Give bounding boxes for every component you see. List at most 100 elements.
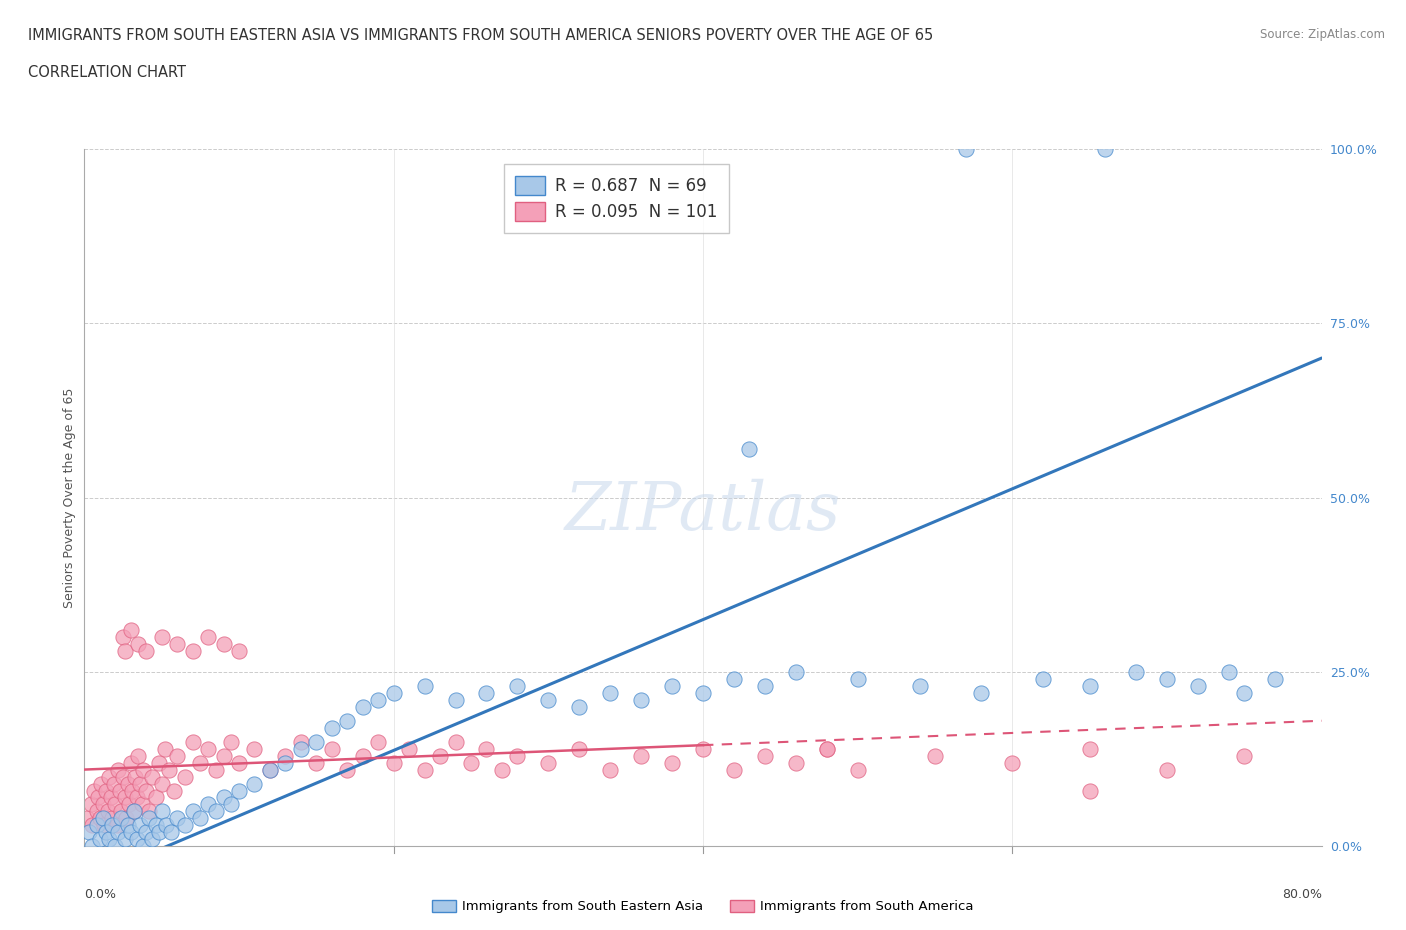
Point (101, 811, 124, 826)
Point (122, 804, 145, 819)
Point (815, 741, 838, 756)
Point (128, 748, 150, 763)
Point (114, 832, 136, 847)
Point (159, 763, 181, 777)
Text: IMMIGRANTS FROM SOUTH EASTERN ASIA VS IMMIGRANTS FROM SOUTH AMERICA SENIORS POVE: IMMIGRANTS FROM SOUTH EASTERN ASIA VS IM… (28, 28, 934, 43)
Point (274, 748, 297, 763)
Point (93, 818, 115, 833)
Point (132, 839, 155, 854)
Point (76, 811, 98, 826)
Point (785, 665, 807, 680)
Point (1094, 141, 1116, 156)
Point (138, 804, 160, 819)
Point (506, 679, 529, 694)
Point (86, 804, 108, 819)
Point (413, 679, 436, 694)
Point (110, 811, 132, 826)
Point (86, 818, 108, 833)
Point (367, 692, 389, 708)
Point (537, 755, 560, 770)
Point (352, 699, 374, 714)
Point (112, 769, 135, 784)
Point (1233, 685, 1256, 700)
Point (212, 748, 235, 763)
Point (1233, 748, 1256, 763)
Point (101, 818, 124, 833)
Text: Source: ZipAtlas.com: Source: ZipAtlas.com (1260, 28, 1385, 41)
Point (197, 797, 219, 812)
Point (1187, 679, 1209, 694)
Point (148, 825, 170, 840)
Point (104, 839, 127, 854)
Point (321, 741, 343, 756)
Text: CORRELATION CHART: CORRELATION CHART (28, 65, 186, 80)
Point (924, 748, 946, 763)
Point (128, 637, 150, 652)
Point (336, 713, 359, 728)
Point (153, 741, 176, 756)
Point (89, 811, 111, 826)
Point (120, 755, 142, 770)
Point (82, 818, 104, 833)
Point (846, 671, 869, 686)
Point (630, 748, 652, 763)
Point (174, 769, 197, 784)
Point (112, 630, 135, 644)
Point (121, 783, 143, 798)
Point (188, 811, 212, 826)
Point (82, 839, 104, 854)
Point (197, 630, 219, 644)
Point (970, 685, 993, 700)
Legend: R = 0.687  N = 69, R = 0.095  N = 101: R = 0.687 N = 69, R = 0.095 N = 101 (503, 164, 730, 232)
Point (444, 692, 467, 708)
Point (352, 748, 374, 763)
Point (114, 644, 136, 658)
Point (475, 685, 498, 700)
Point (1218, 665, 1240, 680)
Point (321, 721, 343, 736)
Point (221, 735, 243, 750)
Point (568, 741, 591, 756)
Point (91, 811, 114, 826)
Point (212, 637, 235, 652)
Point (785, 755, 807, 770)
Point (661, 755, 683, 770)
Point (661, 679, 683, 694)
Point (120, 623, 142, 638)
Point (125, 790, 148, 805)
Point (141, 769, 163, 784)
Point (568, 699, 591, 714)
Point (259, 763, 281, 777)
Point (181, 644, 204, 658)
Point (160, 825, 183, 840)
Point (155, 818, 177, 833)
Point (103, 776, 125, 790)
Point (129, 776, 152, 790)
Point (367, 735, 389, 750)
Point (738, 442, 761, 457)
Point (815, 741, 838, 756)
Point (429, 748, 451, 763)
Point (174, 818, 197, 833)
Point (117, 776, 139, 790)
Point (1001, 755, 1024, 770)
Point (460, 755, 482, 770)
Point (205, 804, 228, 819)
Point (1156, 671, 1178, 686)
Point (150, 630, 173, 644)
Point (305, 735, 328, 750)
Point (141, 832, 163, 847)
Point (107, 825, 129, 840)
Point (491, 763, 513, 777)
Point (754, 679, 776, 694)
Point (537, 692, 560, 708)
Point (506, 748, 529, 763)
Point (846, 763, 869, 777)
Point (1125, 665, 1147, 680)
Point (228, 644, 250, 658)
Text: 80.0%: 80.0% (1282, 888, 1322, 901)
Point (955, 141, 977, 156)
Point (382, 685, 405, 700)
Point (205, 763, 228, 777)
Point (135, 825, 157, 840)
